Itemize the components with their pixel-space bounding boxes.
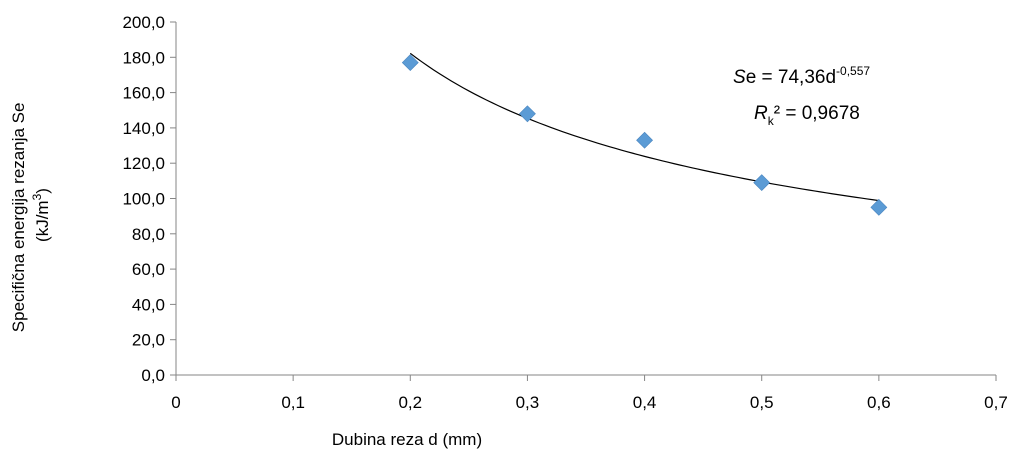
y-tick-label: 0,0 <box>141 366 165 385</box>
y-tick-label: 200,0 <box>122 13 165 32</box>
trend-equation: Se = 74,36d-0,557 <box>733 64 870 88</box>
data-point <box>401 54 419 72</box>
x-tick-label: 0,7 <box>984 393 1008 412</box>
y-axis-title: Specifična energija rezanja Se (kJ/m3) <box>9 98 52 332</box>
x-tick-label: 0,5 <box>750 393 774 412</box>
data-point <box>753 174 771 192</box>
trend-r-squared: Rk² = 0,9678 <box>754 103 860 128</box>
x-tick-label: 0,6 <box>867 393 891 412</box>
y-tick-label: 140,0 <box>122 119 165 138</box>
y-tick-label: 160,0 <box>122 84 165 103</box>
x-tick-label: 0 <box>171 393 180 412</box>
y-tick-label: 60,0 <box>132 260 165 279</box>
y-tick-label: 180,0 <box>122 48 165 67</box>
y-tick-label: 40,0 <box>132 295 165 314</box>
y-axis-title-line1: Specifična energija rezanja Se <box>9 103 28 333</box>
y-tick-label: 20,0 <box>132 331 165 350</box>
plot-area: 0 0,1 0,2 0,3 0,4 0,5 0,6 0,7 0,0 20,0 40,0 60,0 80… <box>122 13 1007 412</box>
x-axis-title: Dubina reza d (mm) <box>332 430 482 449</box>
data-points <box>401 54 888 216</box>
y-tick-label: 120,0 <box>122 154 165 173</box>
y-tick-label: 80,0 <box>132 225 165 244</box>
x-tick-label: 0,3 <box>516 393 540 412</box>
data-point <box>870 198 888 216</box>
x-tick-label: 0,1 <box>281 393 305 412</box>
y-ticks: 0,0 20,0 40,0 60,0 80,0 100,0 120,0 140,0 160,0 1… <box>122 13 176 385</box>
data-point <box>636 131 653 149</box>
data-point <box>519 105 536 123</box>
y-tick-label: 100,0 <box>122 190 165 209</box>
x-tick-label: 0,4 <box>633 393 657 412</box>
x-ticks: 0 0,1 0,2 0,3 0,4 0,5 0,6 0,7 <box>171 375 1008 412</box>
x-tick-label: 0,2 <box>398 393 422 412</box>
trendline <box>409 52 879 202</box>
y-axis-title-line2: (kJ/m3) <box>30 188 52 242</box>
